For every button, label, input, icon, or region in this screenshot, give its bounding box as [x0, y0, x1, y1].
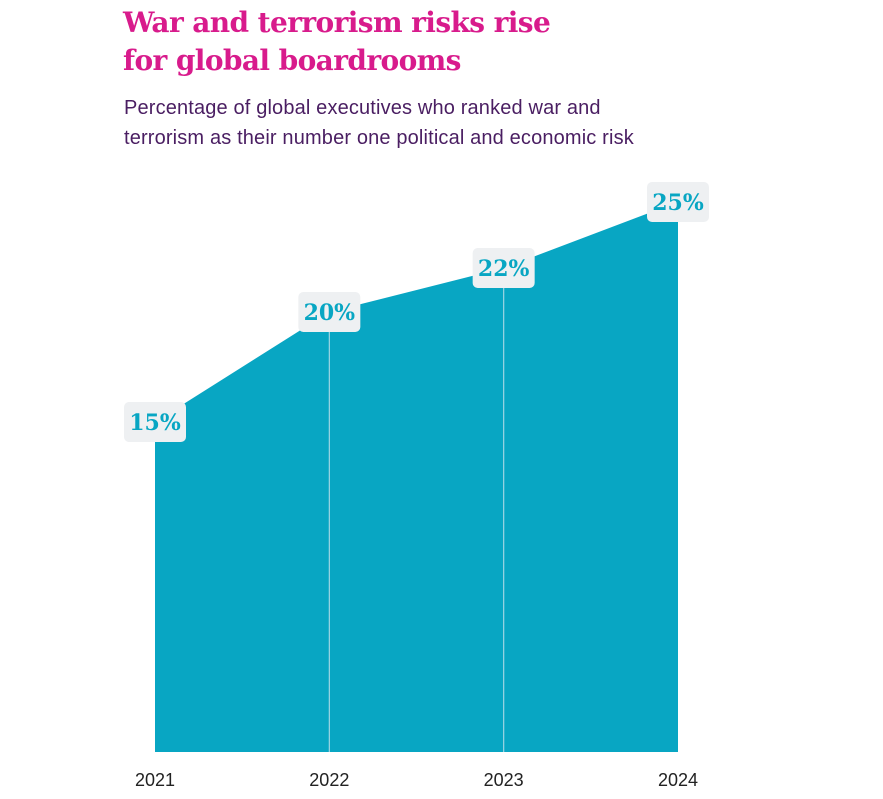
chart-subtitle: Percentage of global executives who rank…: [124, 93, 634, 153]
data-label-text: 15%: [129, 410, 181, 436]
data-label-2022: 20%: [298, 292, 361, 332]
chart-subtitle-line-2: terrorism as their number one political …: [124, 127, 634, 149]
chart-title-line-2: for global boardrooms: [123, 44, 461, 77]
x-tick-label-2021: 2021: [135, 770, 175, 790]
chart-title-line-1: War and terrorism risks rise: [123, 6, 551, 39]
data-label-box: [298, 292, 361, 332]
category-gridlines: [328, 268, 505, 752]
data-label-2023: 22%: [472, 248, 535, 288]
data-label-box: [124, 402, 186, 442]
x-tick-label-2024: 2024: [658, 770, 698, 790]
area-layer: [155, 202, 678, 752]
area-series: [155, 202, 678, 752]
x-axis-tick-labels: 2021 2022 2023 2024: [135, 770, 698, 790]
data-label-text: 20%: [304, 300, 356, 326]
x-tick-label-2022: 2022: [309, 770, 349, 790]
data-label-box: [647, 182, 709, 222]
data-label-2024: 25%: [647, 182, 709, 222]
data-labels: 15% 20% 22% 25%: [124, 182, 709, 442]
data-label-text: 25%: [652, 190, 704, 216]
data-label-2021: 15%: [124, 402, 186, 442]
data-label-text: 22%: [478, 256, 530, 282]
x-tick-label-2023: 2023: [484, 770, 524, 790]
chart-title: War and terrorism risks rise for global …: [123, 4, 551, 80]
data-label-box: [472, 248, 535, 288]
chart-subtitle-line-1: Percentage of global executives who rank…: [124, 97, 601, 119]
